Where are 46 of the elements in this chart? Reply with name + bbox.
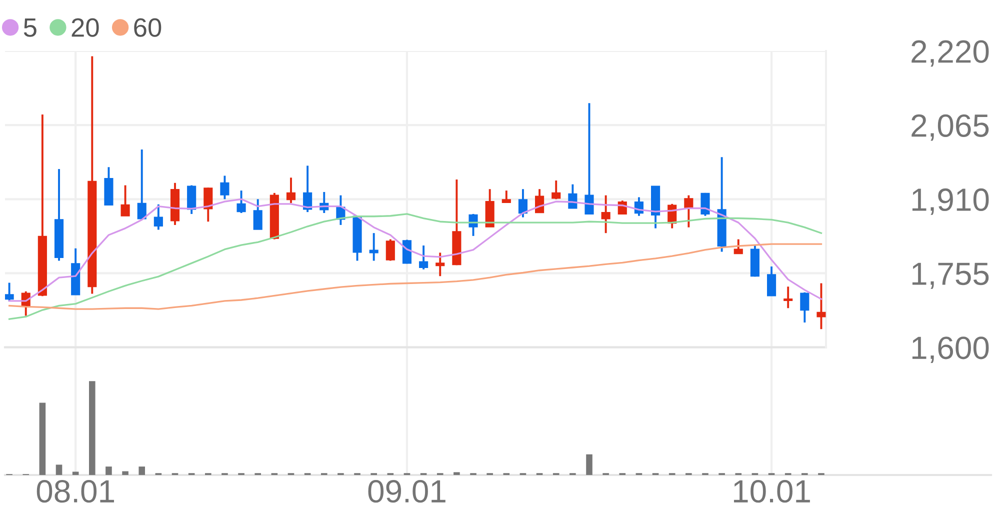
bar [106, 466, 112, 475]
x-tick-label: 08.01 [36, 480, 114, 503]
candlestick [386, 238, 395, 262]
candlestick [518, 188, 528, 218]
legend-label: 20 [72, 18, 99, 37]
candlestick [286, 176, 296, 204]
candlestick [220, 174, 230, 200]
bar [56, 464, 62, 475]
candlestick [419, 244, 428, 270]
candlestick [584, 102, 594, 215]
candlestick [784, 286, 793, 310]
legend-label: 60 [134, 18, 162, 37]
candlestick [137, 148, 146, 220]
candlestick [120, 184, 130, 217]
candlestick [187, 184, 196, 215]
bar [138, 466, 146, 475]
x-tick-label: 09.01 [368, 480, 446, 503]
candlestick [684, 194, 694, 228]
candlestick [800, 291, 810, 324]
bar [454, 472, 460, 475]
candlestick [734, 238, 743, 255]
candlestick [766, 266, 776, 297]
candlestick [236, 190, 246, 214]
y-tick-label: 2,220 [912, 40, 989, 67]
line-series [8, 243, 822, 310]
candlestick [436, 252, 445, 278]
y-tick-label: 1,910 [912, 188, 989, 215]
bar [586, 454, 592, 475]
bar [89, 381, 96, 475]
candlestick [204, 186, 213, 223]
candlestick [253, 198, 262, 230]
y-tick-label: 1,755 [912, 262, 989, 289]
y-tick-label: 1,600 [912, 336, 989, 363]
bar [122, 471, 128, 475]
candlestick [502, 190, 511, 204]
candlestick [816, 282, 826, 330]
candlestick [601, 194, 610, 234]
candlestick [154, 203, 163, 231]
bar [39, 402, 46, 475]
y-tick-label: 2,065 [912, 114, 989, 141]
candlestick [5, 282, 14, 302]
legend-label: 5 [24, 18, 36, 37]
bar [72, 472, 79, 475]
candlestick [369, 232, 378, 262]
candlestick [552, 180, 561, 200]
x-tick-label: 10.01 [734, 480, 810, 503]
